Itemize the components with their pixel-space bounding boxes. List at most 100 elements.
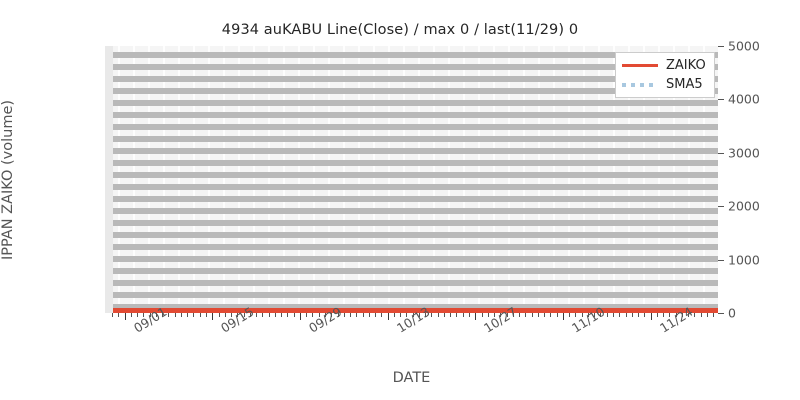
y-tick-label: 4000 bbox=[728, 91, 760, 107]
y-tick-mark bbox=[718, 99, 724, 101]
y-tick-label: 3000 bbox=[728, 145, 760, 161]
x-tick-minor bbox=[312, 313, 314, 317]
y-axis-title: IPPAN ZAIKO (volume) bbox=[0, 99, 16, 261]
x-tick-minor bbox=[162, 313, 164, 317]
legend-label-zaiko: ZAIKO bbox=[666, 58, 706, 73]
x-tick-minor bbox=[174, 313, 176, 317]
x-tick-minor bbox=[537, 313, 539, 317]
y-tick-label: 2000 bbox=[728, 198, 760, 214]
x-tick-minor bbox=[362, 313, 364, 317]
x-tick-minor bbox=[600, 313, 602, 317]
x-tick-major bbox=[299, 313, 301, 320]
x-tick-minor bbox=[468, 313, 470, 317]
x-tick-minor bbox=[274, 313, 276, 317]
x-tick-minor bbox=[149, 313, 151, 317]
x-tick-minor bbox=[356, 313, 358, 317]
x-tick-minor bbox=[494, 313, 496, 317]
x-tick-minor bbox=[306, 313, 308, 317]
x-tick-minor bbox=[231, 313, 233, 317]
x-tick-minor bbox=[437, 313, 439, 317]
x-tick-minor bbox=[425, 313, 427, 317]
legend-swatch-sma5-icon bbox=[622, 79, 658, 91]
x-tick-major bbox=[475, 313, 477, 320]
x-tick-minor bbox=[331, 313, 333, 317]
x-tick-minor bbox=[324, 313, 326, 317]
x-tick-minor bbox=[400, 313, 402, 317]
x-tick-minor bbox=[481, 313, 483, 317]
x-tick-minor bbox=[506, 313, 508, 317]
x-tick-minor bbox=[619, 313, 621, 317]
x-tick-minor bbox=[218, 313, 220, 317]
x-tick-minor bbox=[613, 313, 614, 317]
x-tick-minor bbox=[381, 313, 383, 317]
x-tick-minor bbox=[256, 313, 258, 317]
x-axis-title: DATE bbox=[392, 370, 431, 386]
x-tick-major bbox=[387, 313, 389, 320]
x-tick-minor bbox=[625, 313, 627, 317]
x-tick-minor bbox=[487, 313, 489, 317]
x-tick-minor bbox=[681, 313, 683, 317]
x-tick-minor bbox=[512, 313, 514, 317]
x-tick-minor bbox=[206, 313, 207, 317]
x-tick-minor bbox=[118, 313, 120, 317]
x-tick-minor bbox=[268, 313, 270, 317]
x-tick-minor bbox=[237, 313, 239, 317]
x-tick-minor bbox=[675, 313, 677, 317]
x-tick-minor bbox=[155, 313, 157, 317]
y-tick-mark bbox=[718, 313, 724, 314]
x-axis-tick-labels: 09/01 09/15 09/29 10/13 10/27 11/10 11/24 bbox=[105, 304, 718, 368]
x-tick-minor bbox=[713, 313, 715, 317]
x-axis-ticks bbox=[105, 313, 718, 323]
x-tick-major bbox=[650, 313, 652, 320]
x-tick-minor bbox=[393, 313, 395, 317]
x-tick-minor bbox=[350, 313, 352, 317]
x-tick-minor bbox=[638, 313, 640, 317]
x-tick-minor bbox=[431, 313, 433, 317]
x-tick-minor bbox=[706, 313, 708, 317]
x-tick-minor bbox=[456, 313, 458, 317]
x-tick-minor bbox=[656, 313, 658, 317]
y-tick-label: 5000 bbox=[728, 38, 760, 54]
x-tick-minor bbox=[168, 313, 170, 317]
x-tick-minor bbox=[587, 313, 589, 317]
x-tick-minor bbox=[130, 313, 132, 317]
x-tick-minor bbox=[450, 313, 452, 317]
x-tick-minor bbox=[137, 313, 139, 317]
x-tick-major bbox=[124, 313, 126, 320]
x-tick-minor bbox=[368, 313, 370, 317]
x-tick-minor bbox=[143, 313, 145, 317]
legend-label-sma5: SMA5 bbox=[666, 77, 703, 92]
y-axis-ticks: 0 1000 2000 3000 4000 5000 bbox=[718, 39, 760, 321]
x-tick-minor bbox=[281, 313, 283, 317]
plot-left-pad bbox=[105, 46, 113, 313]
x-tick-minor bbox=[644, 313, 646, 317]
x-tick-minor bbox=[525, 313, 527, 317]
legend-entry-sma5[interactable]: SMA5 bbox=[622, 77, 706, 92]
legend-swatch-zaiko-icon bbox=[622, 60, 658, 72]
legend-entry-zaiko[interactable]: ZAIKO bbox=[622, 58, 706, 73]
y-tick-label: 1000 bbox=[728, 252, 760, 268]
x-tick-minor bbox=[187, 313, 189, 317]
chart-title: 4934 auKABU Line(Close) / max 0 / last(1… bbox=[221, 22, 579, 38]
x-tick-minor bbox=[663, 313, 665, 317]
x-tick-minor bbox=[688, 313, 690, 317]
x-tick-minor bbox=[262, 313, 264, 317]
x-tick-minor bbox=[224, 313, 226, 317]
x-tick-minor bbox=[531, 313, 533, 317]
x-tick-minor bbox=[631, 313, 633, 317]
x-tick-minor bbox=[112, 313, 114, 317]
x-tick-minor bbox=[243, 313, 245, 317]
x-tick-minor bbox=[606, 313, 608, 317]
x-tick-minor bbox=[500, 313, 502, 317]
x-tick-minor bbox=[337, 313, 339, 317]
x-tick-minor bbox=[249, 313, 251, 317]
x-tick-minor bbox=[412, 313, 414, 317]
x-tick-minor bbox=[519, 313, 521, 317]
x-tick-minor bbox=[544, 313, 546, 317]
x-tick-minor bbox=[375, 313, 377, 317]
x-tick-minor bbox=[581, 313, 583, 317]
chart-legend[interactable]: ZAIKO SMA5 bbox=[615, 52, 715, 98]
x-tick-minor bbox=[287, 313, 289, 317]
series-line-zaiko bbox=[113, 308, 718, 313]
y-tick-mark bbox=[718, 259, 724, 261]
